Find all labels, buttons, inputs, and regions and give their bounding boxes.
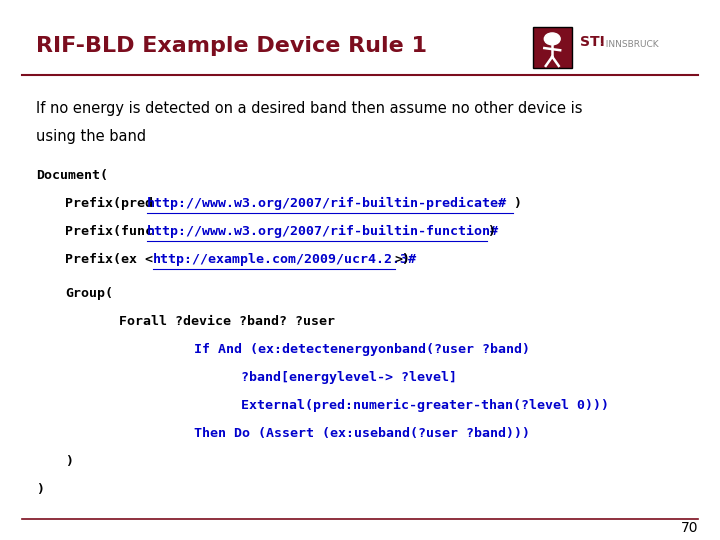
Text: RIF-BLD Example Device Rule 1: RIF-BLD Example Device Rule 1	[36, 36, 427, 56]
Text: 70: 70	[681, 521, 698, 535]
Text: STI: STI	[580, 35, 604, 49]
Text: Then Do (Assert (ex:useband(?user ?band))): Then Do (Assert (ex:useband(?user ?band)…	[194, 427, 531, 440]
Text: Document(: Document(	[36, 169, 108, 182]
Text: Forall ?device ?band? ?user: Forall ?device ?band? ?user	[119, 315, 335, 328]
Circle shape	[544, 33, 560, 45]
Text: http://www.w3.org/2007/rif-builtin-function#: http://www.w3.org/2007/rif-builtin-funct…	[147, 225, 499, 238]
Text: ): )	[513, 197, 521, 210]
Text: ): )	[36, 483, 44, 496]
Text: using the band: using the band	[36, 129, 146, 144]
Text: http://www.w3.org/2007/rif-builtin-predicate#: http://www.w3.org/2007/rif-builtin-predi…	[147, 197, 507, 210]
Text: Prefix(pred: Prefix(pred	[65, 197, 161, 210]
Text: ?band[energylevel-> ?level]: ?band[energylevel-> ?level]	[241, 371, 457, 384]
Text: ): )	[65, 455, 73, 468]
Text: If And (ex:detectenergyonband(?user ?band): If And (ex:detectenergyonband(?user ?ban…	[194, 343, 531, 356]
Text: External(pred:numeric-greater-than(?level 0))): External(pred:numeric-greater-than(?leve…	[241, 399, 609, 412]
Text: · INNSBRUCK: · INNSBRUCK	[600, 40, 659, 49]
FancyBboxPatch shape	[533, 27, 572, 68]
Text: ): )	[487, 225, 495, 238]
Text: http://example.com/2009/ucr4.2.3#: http://example.com/2009/ucr4.2.3#	[153, 253, 418, 266]
Text: >): >)	[395, 253, 410, 266]
Text: Group(: Group(	[65, 287, 113, 300]
Text: Prefix(ex <: Prefix(ex <	[65, 253, 153, 266]
Text: Prefix(func: Prefix(func	[65, 225, 161, 238]
Text: If no energy is detected on a desired band then assume no other device is: If no energy is detected on a desired ba…	[36, 100, 582, 116]
